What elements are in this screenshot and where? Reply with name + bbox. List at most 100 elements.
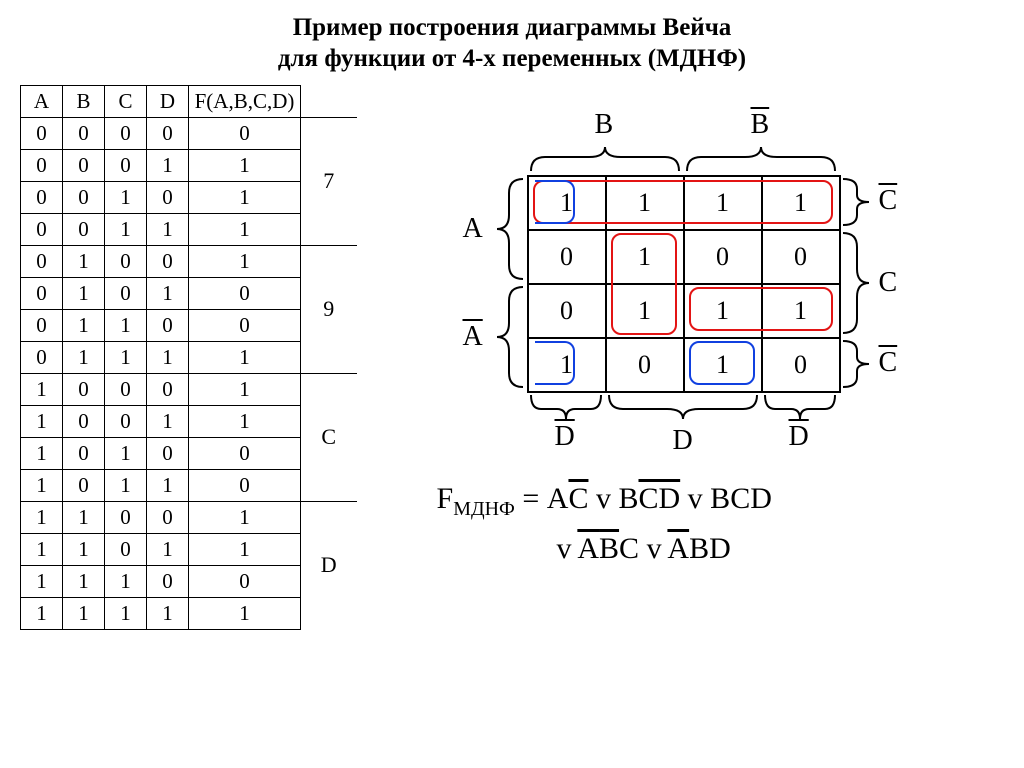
veitch-cell: 1: [684, 284, 762, 338]
tt-cell: 1: [63, 341, 105, 373]
tt-cell: 0: [147, 501, 189, 533]
formula-var: D: [750, 482, 772, 515]
veitch-cell: 0: [762, 230, 840, 284]
tt-cell: 1: [21, 405, 63, 437]
tt-cell: 0: [147, 373, 189, 405]
tt-cell: 0: [105, 149, 147, 181]
tt-cell: 1: [63, 277, 105, 309]
tt-cell: 0: [147, 565, 189, 597]
tt-cell: 0: [21, 309, 63, 341]
tt-cell: 0: [63, 213, 105, 245]
label-b-bar: B: [751, 109, 770, 141]
veitch-cell: 1: [684, 176, 762, 230]
brace-right-top: [839, 175, 873, 229]
tt-cell: 0: [21, 181, 63, 213]
tt-cell: 1: [21, 533, 63, 565]
tt-cell: 1: [147, 149, 189, 181]
formula-var: D: [659, 482, 681, 515]
tt-cell: 0: [105, 405, 147, 437]
tt-cell: 1: [105, 469, 147, 501]
tt-cell: 0: [63, 149, 105, 181]
tt-cell: 1: [189, 597, 301, 629]
tt-cell: 1: [105, 309, 147, 341]
formula-var: C: [638, 482, 658, 515]
or-op: v: [588, 482, 618, 515]
tt-cell: 0: [189, 117, 301, 149]
mdnf-formula: FМДНФ = AC v BCD v BCD v ABC v ABD: [437, 475, 1005, 573]
tt-cell: 1: [63, 597, 105, 629]
tt-cell: 0: [63, 469, 105, 501]
formula-var: A: [547, 482, 569, 515]
formula-lhs-sub: МДНФ: [453, 498, 515, 520]
tt-cell: 0: [105, 373, 147, 405]
brace-right-mid: [839, 229, 873, 337]
veitch-grid: 1111010001111010: [527, 175, 841, 393]
formula-var: B: [689, 532, 709, 565]
tt-cell: 1: [189, 181, 301, 213]
tt-cell: 0: [189, 309, 301, 341]
veitch-cell: 0: [606, 338, 684, 392]
label-c: C: [879, 267, 898, 299]
tt-cell: 1: [147, 341, 189, 373]
veitch-cell: 1: [762, 284, 840, 338]
tt-cell: 1: [105, 565, 147, 597]
tt-cell: 0: [63, 117, 105, 149]
or-op: v: [639, 532, 667, 565]
veitch-cell: 0: [528, 230, 606, 284]
veitch-diagram: B B A A C C C: [407, 85, 947, 465]
label-c-bar-top: C: [879, 185, 898, 217]
tt-cell: 0: [105, 277, 147, 309]
tt-cell: 0: [21, 117, 63, 149]
veitch-cell: 1: [762, 176, 840, 230]
brace-bottom-right: [761, 391, 839, 423]
tt-cell: 1: [147, 277, 189, 309]
tt-cell: 0: [21, 341, 63, 373]
tt-cell: 1: [105, 341, 147, 373]
tt-cell: 1: [63, 533, 105, 565]
tt-cell: 1: [189, 245, 301, 277]
tt-cell: 1: [21, 469, 63, 501]
formula-var: A: [667, 532, 689, 565]
label-b: B: [595, 109, 614, 141]
tt-cell: 0: [63, 181, 105, 213]
tt-cell: 1: [21, 565, 63, 597]
tt-cell: 0: [147, 437, 189, 469]
tt-cell: 1: [105, 437, 147, 469]
formula-var: D: [709, 532, 731, 565]
tt-cell: 1: [189, 501, 301, 533]
tt-cell: 1: [63, 501, 105, 533]
tt-cell: 1: [189, 341, 301, 373]
tt-cell: 0: [21, 245, 63, 277]
tt-side-label: C: [301, 373, 357, 501]
brace-right-bottom: [839, 337, 873, 391]
tt-cell: 0: [21, 277, 63, 309]
formula-var: C: [730, 482, 750, 515]
tt-cell: 1: [189, 405, 301, 437]
veitch-cell: 1: [684, 338, 762, 392]
formula-var: C: [568, 482, 588, 515]
formula-eq: =: [515, 482, 547, 515]
main-content: A B C D F(A,B,C,D) 000007000110010100111…: [20, 85, 1004, 630]
title-line-2: для функции от 4-х переменных (МДНФ): [20, 43, 1004, 74]
tt-cell: 0: [105, 117, 147, 149]
veitch-cell: 1: [528, 338, 606, 392]
tt-cell: 1: [21, 373, 63, 405]
tt-cell: 0: [147, 117, 189, 149]
truth-table: A B C D F(A,B,C,D) 000007000110010100111…: [20, 85, 357, 630]
th-c: C: [105, 85, 147, 117]
label-d-bar-right: D: [789, 421, 809, 453]
tt-cell: 1: [63, 565, 105, 597]
th-b: B: [63, 85, 105, 117]
page-title: Пример построения диаграммы Вейча для фу…: [20, 12, 1004, 75]
veitch-cell: 0: [684, 230, 762, 284]
formula-line2: v ABC v ABD: [557, 532, 731, 565]
veitch-cell: 1: [606, 284, 684, 338]
brace-left-top: [493, 175, 527, 283]
label-d: D: [673, 425, 693, 457]
tt-cell: 1: [147, 533, 189, 565]
tt-cell: 0: [105, 533, 147, 565]
formula-var: B: [599, 532, 619, 565]
veitch-cell: 1: [606, 176, 684, 230]
tt-cell: 0: [147, 309, 189, 341]
tt-cell: 0: [189, 565, 301, 597]
